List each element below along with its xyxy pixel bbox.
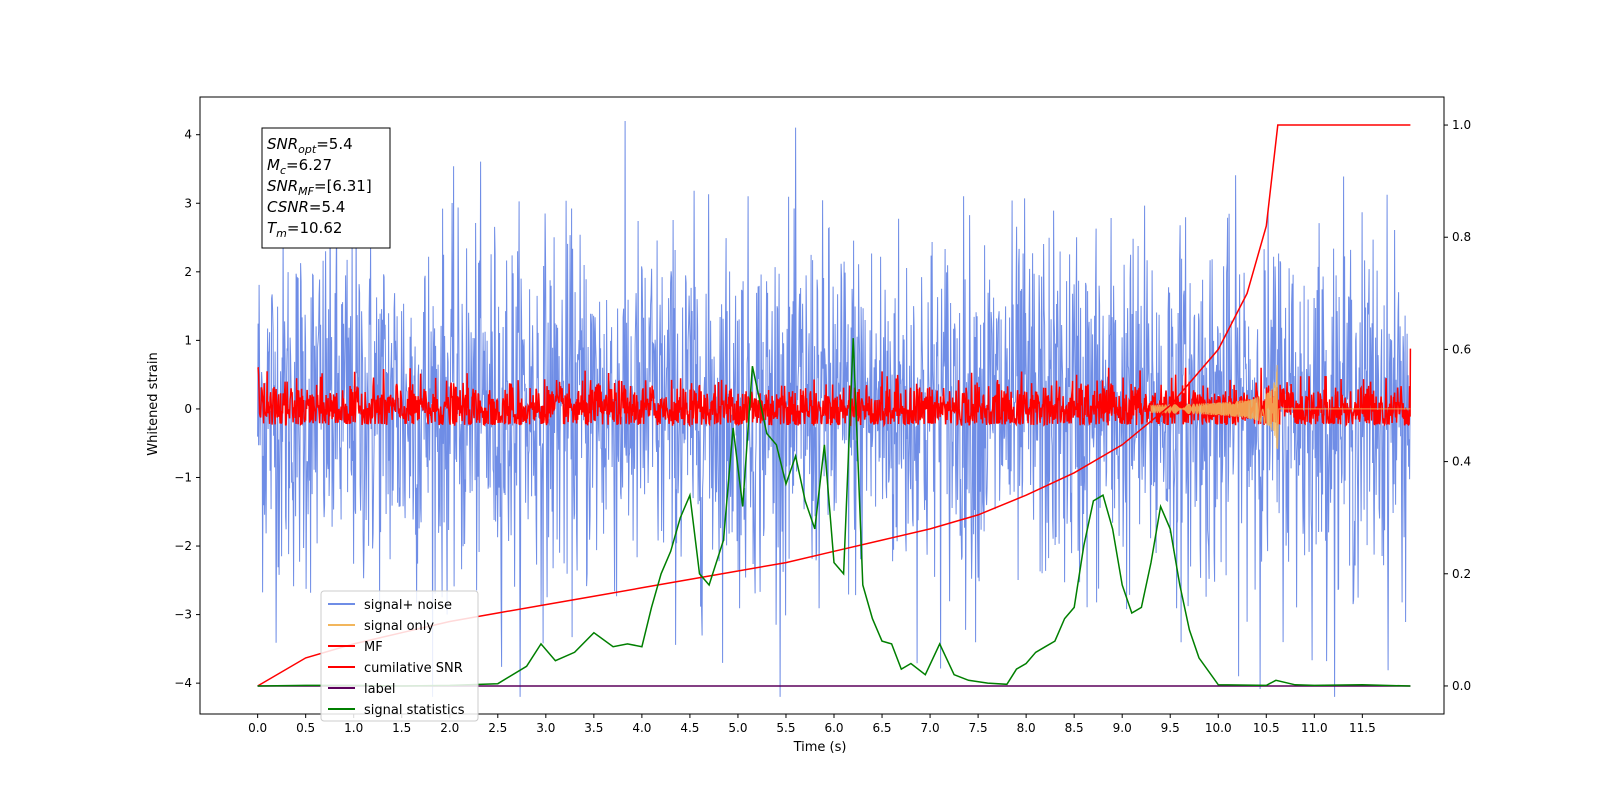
y-tick-label: −2	[174, 539, 192, 553]
annotation-line: Mc=6.27	[267, 156, 332, 177]
legend: signal+ noise signal only MF cumilative SNR…	[320, 590, 479, 722]
signal-only-series	[1150, 364, 1411, 450]
legend-frame	[320, 590, 479, 722]
plot-frame	[199, 96, 1445, 715]
x-tick-label: 2.0	[440, 721, 459, 735]
y2-tick-label: 0.0	[1452, 679, 1471, 693]
x-tick-label: 5.0	[728, 721, 747, 735]
x-tick-label: 3.0	[536, 721, 555, 735]
x-tick-label: 11.0	[1301, 721, 1328, 735]
legend-label: signal only	[364, 619, 434, 634]
x-tick-label: 4.0	[632, 721, 651, 735]
x-tick-label: 9.0	[1113, 721, 1132, 735]
x-tick-label: 11.5	[1349, 721, 1376, 735]
legend-label: label	[364, 682, 395, 697]
y-tick-label: −4	[174, 676, 192, 690]
axis-ticks: 0.0 0.5 1.0 1.5 2.0 2.5 3.0 3.5 4.0 4.5 5.0 5.5 6.0 6…	[174, 118, 1471, 735]
x-tick-label: 3.5	[584, 721, 603, 735]
mf-line	[257, 348, 1412, 428]
signal-noise-series	[257, 120, 1411, 697]
signal-noise-line	[257, 120, 1411, 697]
y-tick-label: 2	[184, 265, 192, 279]
y-tick-label: 4	[184, 128, 192, 142]
y2-tick-label: 1.0	[1452, 118, 1471, 132]
x-tick-label: 7.5	[969, 721, 988, 735]
x-tick-label: 6.0	[824, 721, 843, 735]
x-tick-label: 1.5	[392, 721, 411, 735]
x-tick-label: 6.5	[872, 721, 891, 735]
x-tick-label: 4.5	[680, 721, 699, 735]
legend-label: cumilative SNR	[364, 661, 463, 676]
x-tick-label: 10.0	[1205, 721, 1232, 735]
y-tick-label: −1	[174, 470, 192, 484]
x-tick-label: 0.5	[296, 721, 315, 735]
x-tick-label: 7.0	[921, 721, 940, 735]
y-tick-label: 0	[184, 402, 192, 416]
x-tick-label: 8.0	[1017, 721, 1036, 735]
y2-tick-label: 0.2	[1452, 567, 1471, 581]
y2-tick-label: 0.6	[1452, 342, 1471, 356]
series-line-signal-statistics	[257, 338, 1411, 687]
mf-series	[257, 348, 1412, 428]
legend-label: signal statistics	[364, 703, 465, 718]
x-tick-label: 10.5	[1253, 721, 1280, 735]
x-axis-label: Time (s)	[793, 740, 847, 755]
annotation-line: Tm=10.62	[267, 219, 342, 240]
x-tick-label: 1.0	[344, 721, 363, 735]
legend-label: signal+ noise	[364, 598, 452, 613]
y-tick-label: 3	[184, 196, 192, 210]
annotation-line: CSNR=5.4	[267, 198, 345, 216]
y2-tick-label: 0.4	[1452, 455, 1471, 469]
axes-frame	[199, 96, 1445, 715]
x-tick-label: 8.5	[1065, 721, 1084, 735]
x-tick-label: 5.5	[776, 721, 795, 735]
y-tick-label: 1	[184, 333, 192, 347]
signal-only-line	[1150, 364, 1411, 450]
annotation-line: SNRopt=5.4	[267, 135, 353, 156]
y-axis-label: Whitened strain	[146, 352, 161, 455]
y2-tick-label: 0.8	[1452, 230, 1471, 244]
x-tick-label: 0.0	[248, 721, 267, 735]
x-tick-label: 9.5	[1161, 721, 1180, 735]
annotation-frame	[261, 127, 391, 249]
x-tick-label: 2.5	[488, 721, 507, 735]
annotation-line: SNRMF=[6.31]	[267, 177, 372, 198]
legend-label: MF	[364, 640, 383, 655]
y-tick-label: −3	[174, 608, 192, 622]
